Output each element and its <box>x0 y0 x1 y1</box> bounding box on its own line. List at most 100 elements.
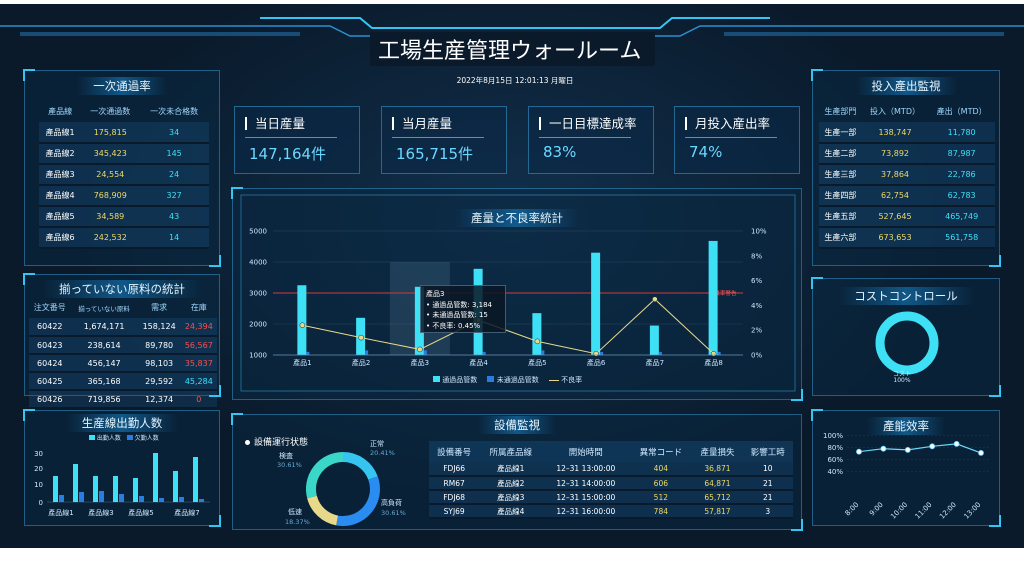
x-label: 產品8 <box>704 358 722 367</box>
table-cell: 56,567 <box>180 336 217 355</box>
table-row: 生產六部 673,653 561,758 <box>819 227 995 249</box>
att-bar <box>199 499 204 502</box>
col-header: 一次通過数 <box>90 107 131 116</box>
rate-point <box>417 346 423 353</box>
bar-pass <box>649 325 659 355</box>
table-cell: 24,554 <box>81 164 140 186</box>
attendance-title: 生産線出勤人数 <box>65 414 179 432</box>
table-cell: 12–31 13:00:00 <box>542 462 630 477</box>
kpi-label: 当日産量 <box>245 117 305 130</box>
cost-value: 100% <box>893 377 911 384</box>
kpi-label: 月投入産出率 <box>685 117 770 130</box>
x-label: 產品4 <box>469 358 488 367</box>
table-cell: FDJ66 <box>429 462 480 477</box>
table-cell: 768,909 <box>81 185 140 207</box>
att-bar <box>139 496 144 502</box>
main-chart-panel: 產量と不良率統計 1000 2000 3000 4000 5000 0% 2% 4% 6% 8% 1… <box>231 187 803 401</box>
kpi-value: 83% <box>543 143 577 161</box>
materials-panel: 揃っていない原料の統計 注文番号 揃っていない原料 需求 在庫 60422 1,6… <box>23 273 221 409</box>
table-cell: 43 <box>139 206 209 228</box>
att-bar <box>73 464 78 502</box>
io-table: 生產部門 投入（MTD） 產出（MTD） 生產一部 138,747 11,780 生產… <box>819 101 995 249</box>
table-row: 生產二部 73,892 87,987 <box>819 143 995 165</box>
table-cell: 73,892 <box>861 143 929 165</box>
table-cell: 11,780 <box>928 122 995 144</box>
table-row: RM67 產品線2 12–31 14:00:00 606 64,871 21 <box>429 476 793 491</box>
table-cell: 3 <box>742 504 793 519</box>
donut-label: 低速 <box>288 507 302 516</box>
table-row: 60423 238,614 89,780 56,567 <box>29 336 217 355</box>
header-frame <box>0 17 1024 66</box>
donut-label: 検査 <box>279 451 293 460</box>
table-cell: 60422 <box>29 318 71 337</box>
dashboard: 工場生産管理ウォールーム 2022年8月15日 12:01:13 月曜日 一次通… <box>0 4 1024 548</box>
table-cell: 60424 <box>29 354 71 373</box>
table-cell: 64,871 <box>692 476 743 491</box>
x-label: 13:00 <box>962 501 982 521</box>
rate-point <box>710 351 717 357</box>
y2-tick: 0% <box>751 352 762 360</box>
x-label: 11:00 <box>914 501 934 521</box>
bar-fail <box>600 351 604 355</box>
bar-fail <box>541 350 545 355</box>
bar-pass <box>297 285 307 355</box>
table-cell: 527,645 <box>861 206 929 228</box>
y2-tick: 6% <box>751 277 762 285</box>
status-title: 設備運行状態 <box>245 435 308 448</box>
table-cell: 345,423 <box>81 143 140 165</box>
x-label: 產品1 <box>293 358 311 367</box>
equipment-table: 設備番号 所属產品線 開始時間 異常コード 產量損失 影響工時 FDJ66 產品線… <box>429 441 793 519</box>
col-header: 開始時間 <box>568 447 603 458</box>
legend-pass: 通過品管数 <box>442 376 478 384</box>
col-header: 異常コード <box>639 447 683 458</box>
table-cell: 產品線4 <box>39 185 82 207</box>
table-cell: 29,592 <box>137 372 181 391</box>
table-cell: 產品線3 <box>39 164 82 186</box>
table-row: SYJ69 產品線4 12–31 16:00:00 784 57,817 3 <box>429 504 793 519</box>
table-cell: 57,817 <box>692 504 743 519</box>
table-cell: 22,786 <box>928 164 995 186</box>
y2-tick: 2% <box>751 327 762 335</box>
x-label: 產品線3 <box>88 508 113 517</box>
y-tick: 2000 <box>249 321 267 329</box>
cost-label: コスト <box>892 371 911 378</box>
table-row: 60425 365,168 29,592 45,284 <box>29 372 217 391</box>
table-cell: 404 <box>629 462 693 477</box>
table-cell: 98,103 <box>137 354 181 373</box>
table-row: 60422 1,674,171 158,124 24,394 <box>29 318 217 337</box>
table-row: 產品線1 175,815 34 <box>39 122 209 144</box>
tooltip-line: • 未通過品管数: 15 <box>426 311 488 319</box>
capacity-point <box>978 450 984 456</box>
table-cell: 10 <box>742 462 793 477</box>
bar-pass <box>414 286 424 355</box>
table-cell: 產品線4 <box>479 504 543 519</box>
table-cell: 36,871 <box>692 462 743 477</box>
threshold-label: 不良率警告 <box>709 289 737 297</box>
capacity-title: 產能效率 <box>867 417 945 435</box>
chart-frame <box>240 194 796 392</box>
table-cell: 生產三部 <box>819 164 862 186</box>
table-cell: 238,614 <box>70 336 138 355</box>
table-row: FDJ68 產品線3 12–31 15:00:00 512 65,712 21 <box>429 490 793 505</box>
cost-title: コストコントロール <box>838 287 974 305</box>
y-tick: 0 <box>39 499 43 507</box>
bar-fail <box>306 351 310 355</box>
kpi-daily-output: 当日産量 147,164件 <box>234 106 360 174</box>
table-cell: 34 <box>139 122 209 144</box>
col-header: 投入（MTD） <box>870 107 920 116</box>
capacity-chart: 100% 80% 60% 40% 8:00 9:00 10:00 11:00 12:00… <box>823 432 991 521</box>
y-tick: 100% <box>823 432 843 440</box>
table-cell: 24,394 <box>180 318 217 337</box>
col-header: 產量損失 <box>700 447 735 458</box>
equipment-panel: 設備監視 設備運行状態 正常 20.41% 高負荷 30.61% 低速 18.3… <box>231 413 803 531</box>
attendance-panel: 生産線出勤人数 出勤人数 欠勤人数 0 10 20 30 <box>23 409 221 527</box>
y-tick: 3000 <box>249 290 267 298</box>
rate-line <box>302 298 714 355</box>
attendance-legend: 出勤人数 欠勤人数 <box>89 433 159 442</box>
rate-point <box>299 322 306 328</box>
table-cell: 465,749 <box>928 206 995 228</box>
col-header: 揃っていない原料 <box>78 304 130 313</box>
status-dot-icon <box>245 440 250 445</box>
bar-fail <box>482 351 486 355</box>
chart-legend: 通過品管数 未通過品管数 不良率 <box>433 375 582 385</box>
